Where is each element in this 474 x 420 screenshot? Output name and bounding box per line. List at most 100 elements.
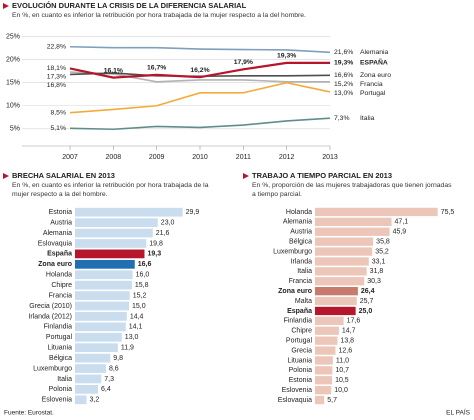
header-marker bbox=[3, 173, 9, 179]
value-label: 15,0 bbox=[132, 303, 146, 310]
value-label: 45,9 bbox=[393, 229, 407, 236]
header-marker bbox=[3, 3, 9, 9]
bar bbox=[75, 228, 153, 238]
value-label: 47,1 bbox=[395, 219, 409, 226]
chart-subtitle: En %, en cuanto es inferior la retribuci… bbox=[12, 182, 209, 198]
value-label: 8,5% bbox=[51, 109, 67, 116]
value-label: 14,4 bbox=[130, 313, 144, 320]
value-label: 75,5 bbox=[441, 209, 455, 216]
y-tick-label: Zona euro bbox=[38, 261, 72, 268]
bar bbox=[315, 306, 356, 316]
value-label: 7,3% bbox=[334, 115, 350, 122]
y-tick-label: 20% bbox=[6, 56, 20, 63]
chart-title: BRECHA SALARIAL EN 2013 bbox=[12, 171, 115, 180]
chart-title: EVOLUCIÓN DURANTE LA CRISIS DE LA DIFERE… bbox=[12, 1, 247, 10]
bar bbox=[315, 286, 358, 296]
y-tick-label: Eslovaquia bbox=[278, 397, 312, 404]
value-label: 3,2 bbox=[90, 397, 100, 404]
x-tick-label: 2007 bbox=[62, 154, 78, 161]
y-tick-label: 15% bbox=[6, 80, 20, 87]
x-tick-label: 2008 bbox=[106, 154, 122, 161]
y-tick-label: Holanda bbox=[46, 272, 72, 279]
value-label: 6,4 bbox=[101, 386, 111, 393]
series-line bbox=[69, 81, 331, 114]
series-line bbox=[69, 61, 330, 79]
bar bbox=[315, 316, 344, 326]
bar bbox=[315, 346, 336, 355]
value-label: 10,5 bbox=[335, 377, 349, 384]
value-label: 16,6 bbox=[138, 261, 152, 268]
bar bbox=[315, 296, 357, 306]
series-label: Portugal bbox=[360, 90, 386, 97]
y-tick-label: Austria bbox=[50, 219, 72, 226]
y-tick-label: Estonia bbox=[289, 377, 312, 384]
y-tick-label: Bélgica bbox=[49, 355, 72, 362]
value-label: 16,7% bbox=[147, 65, 166, 72]
bar bbox=[315, 227, 390, 236]
value-label: 17,6 bbox=[347, 318, 361, 325]
series-line bbox=[69, 117, 331, 131]
value-label: 22,8% bbox=[47, 44, 66, 51]
value-label: 14,7 bbox=[342, 328, 356, 335]
bar bbox=[315, 257, 369, 266]
y-tick-label: Luxemburgo bbox=[273, 248, 312, 255]
y-tick-label: Portugal bbox=[46, 334, 73, 341]
x-tick-label: 2012 bbox=[279, 154, 295, 161]
value-label: 10,7 bbox=[335, 367, 349, 374]
value-label: 13,0% bbox=[334, 90, 353, 97]
y-tick-label: Finlandia bbox=[284, 318, 313, 325]
y-tick-label: Lituania bbox=[287, 357, 312, 364]
value-label: 8,6 bbox=[109, 365, 119, 372]
value-label: 16,8% bbox=[47, 82, 66, 89]
series-label: Italia bbox=[360, 115, 375, 122]
bar bbox=[315, 336, 338, 345]
bar bbox=[315, 376, 333, 385]
bar bbox=[75, 384, 99, 394]
x-tick-label: 2009 bbox=[149, 154, 165, 161]
bar bbox=[315, 395, 325, 405]
y-tick-label: Eslovenia bbox=[42, 397, 72, 404]
bar bbox=[75, 218, 158, 228]
y-tick-label: Italia bbox=[57, 376, 72, 383]
value-label: 19,3% bbox=[334, 60, 353, 67]
value-label: 29,9 bbox=[186, 209, 200, 216]
chart-title: TRABAJO A TIEMPO PARCIAL EN 2013 bbox=[252, 171, 393, 180]
value-label: 25,0 bbox=[359, 308, 373, 315]
value-label: 11,0 bbox=[336, 357, 349, 364]
bar bbox=[75, 332, 122, 342]
series-label: Zona euro bbox=[360, 72, 391, 79]
y-tick-label: Polonia bbox=[49, 386, 72, 393]
y-tick-label: Francia bbox=[289, 278, 312, 285]
value-label: 19,8 bbox=[149, 240, 163, 247]
value-label: 15,2 bbox=[133, 292, 147, 299]
value-label: 23,0 bbox=[161, 219, 175, 226]
value-label: 26,4 bbox=[361, 288, 375, 295]
y-tick-label: Chipre bbox=[51, 282, 72, 289]
bar bbox=[315, 326, 339, 335]
y-tick-label: Eslovaquia bbox=[38, 240, 72, 247]
value-label: 18,1% bbox=[47, 65, 66, 72]
value-label: 16,2% bbox=[190, 67, 209, 74]
bar bbox=[315, 385, 332, 395]
y-tick-label: Grecia bbox=[291, 347, 312, 354]
y-tick-label: Austria bbox=[290, 229, 312, 236]
value-label: 16,6% bbox=[334, 72, 353, 79]
y-tick-label: 5% bbox=[10, 126, 20, 133]
value-label: 9,8 bbox=[113, 355, 123, 362]
value-label: 13,0 bbox=[125, 334, 139, 341]
value-label: 13,8 bbox=[340, 337, 354, 344]
chart-subtitle: En %, proporción de las mujeres trabajad… bbox=[252, 182, 452, 198]
value-label: 31,8 bbox=[370, 268, 384, 275]
bar bbox=[75, 239, 147, 248]
value-label: 33,1 bbox=[372, 258, 386, 265]
y-tick-label: España bbox=[287, 308, 312, 315]
y-tick-label: Malta bbox=[295, 298, 312, 305]
y-tick-label: Holanda bbox=[286, 209, 312, 216]
value-label: 5,1% bbox=[51, 125, 67, 132]
value-label: 35,8 bbox=[376, 238, 390, 245]
credit: EL PAÍS bbox=[446, 408, 471, 417]
bar bbox=[75, 395, 87, 405]
y-tick-label: Francia bbox=[49, 292, 72, 299]
